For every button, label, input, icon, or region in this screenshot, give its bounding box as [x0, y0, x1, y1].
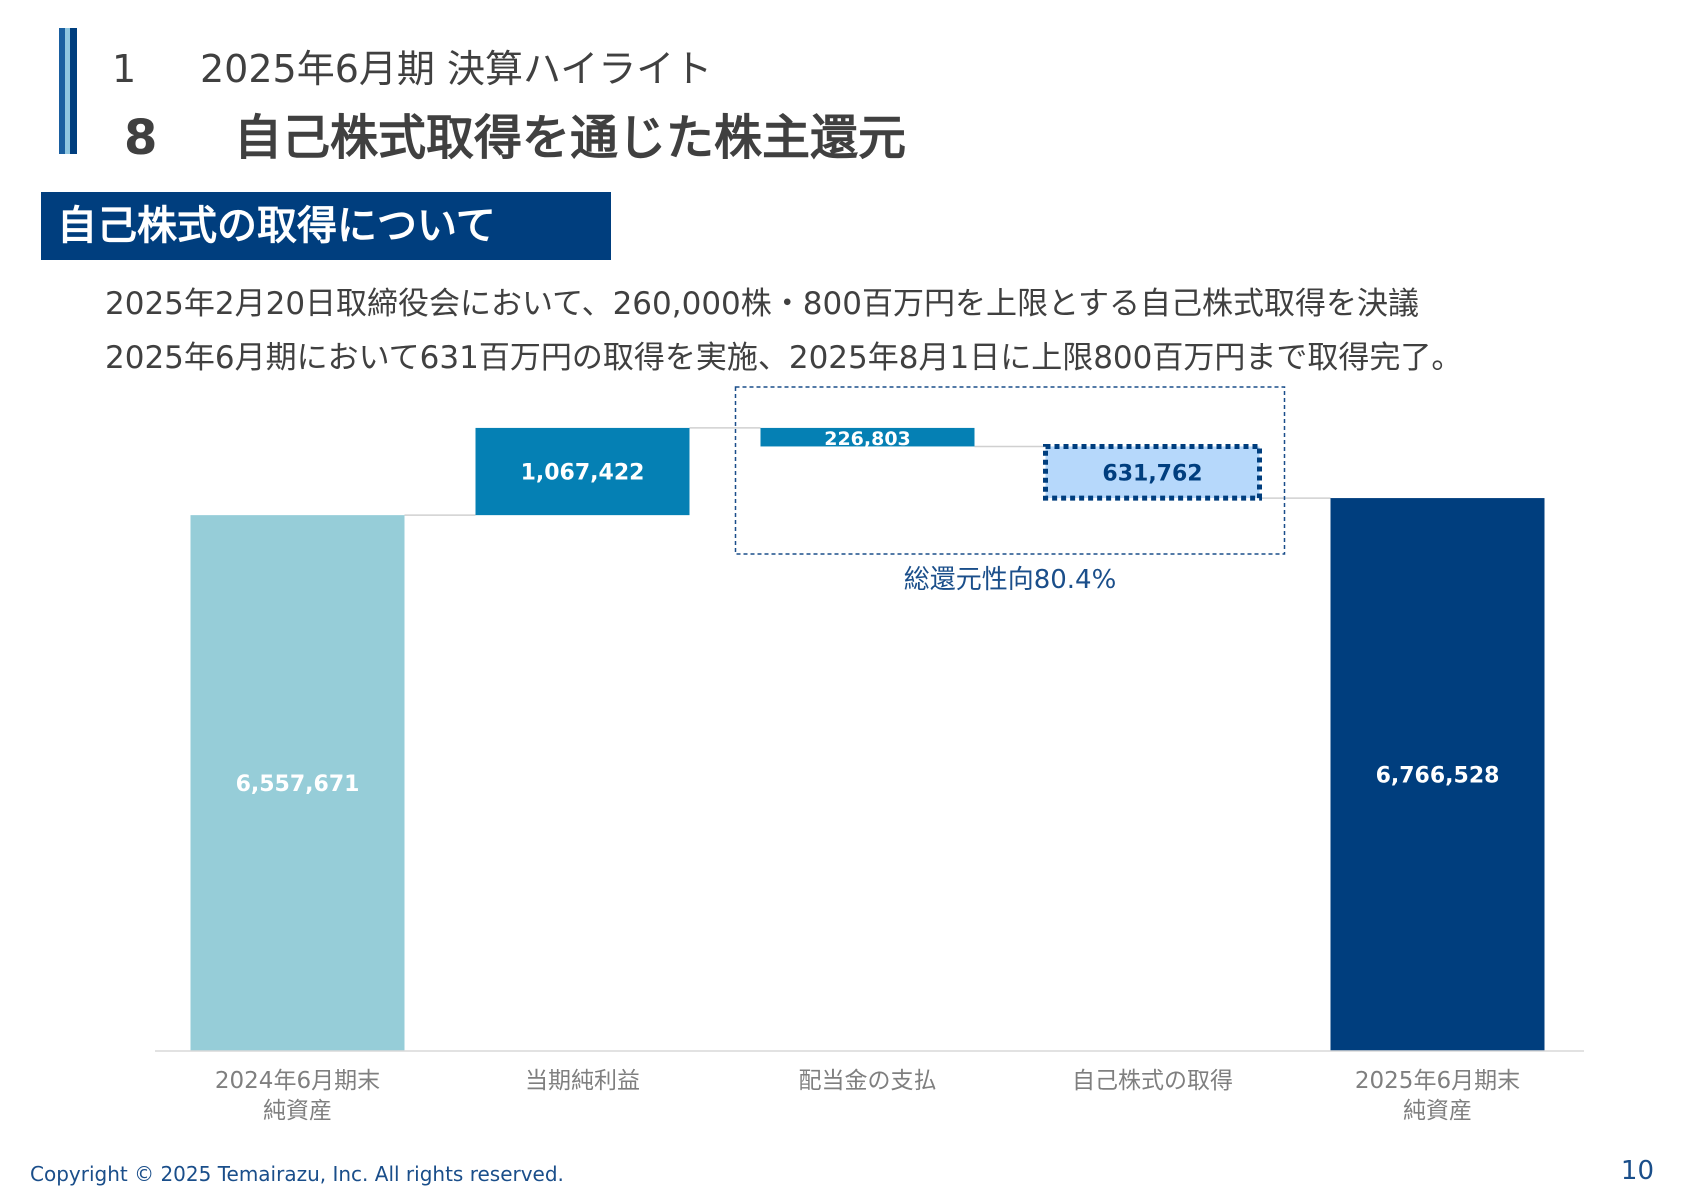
- section-number: 1: [112, 47, 137, 91]
- category-label: 当期純利益: [525, 1068, 640, 1094]
- subsection-title: 自己株式取得を通じた株主還元: [234, 110, 907, 166]
- page-number: 10: [1620, 1156, 1654, 1186]
- category-label: 2024年6月期末純資産: [215, 1068, 380, 1124]
- category-label: 自己株式の取得: [1072, 1068, 1233, 1094]
- payout-ratio-box: [734, 386, 1286, 555]
- bar-2: [760, 427, 975, 447]
- header-accent-bar: [59, 28, 65, 154]
- bar-4: [1330, 498, 1545, 1051]
- copyright-text: Copyright © 2025 Temairazu, Inc. All rig…: [30, 1162, 564, 1186]
- chart-category-labels: 2024年6月期末純資産 当期純利益 配当金の支払 自己株式の取得 2025年6月期末純…: [215, 1068, 1520, 1124]
- bar-value-label: 631,762: [1102, 461, 1202, 486]
- section-title: 2025年6月期 決算ハイライト: [200, 47, 713, 91]
- bar-1: [475, 427, 690, 516]
- category-label: 配当金の支払: [799, 1068, 937, 1094]
- page-title: 8 自己株式取得を通じた株主還元: [124, 98, 906, 168]
- header-accent-bar: [65, 28, 70, 154]
- bar-value-label: 226,803: [824, 428, 911, 450]
- bar-value-label: 6,557,671: [236, 772, 360, 797]
- description-line-2: 2025年6月期において631百万円の取得を実施、2025年8月1日に上限800…: [105, 340, 1463, 376]
- chart-bars: [190, 427, 1545, 1051]
- chart-connectors: [404, 427, 1331, 516]
- bar-0: [190, 515, 405, 1051]
- section-heading: 1 2025年6月期 決算ハイライト: [112, 38, 712, 93]
- chart-value-labels: 6,557,671 1,067,422 226,803 631,762 6,766,52…: [236, 428, 1500, 797]
- bar-3: [1043, 443, 1262, 501]
- bar-value-label: 1,067,422: [521, 461, 645, 486]
- category-label: 2025年6月期末純資産: [1355, 1068, 1520, 1124]
- header-accent-bar: [70, 28, 77, 154]
- subsection-number: 8: [124, 110, 158, 166]
- description-line-1: 2025年2月20日取締役会において、260,000株・800百万円を上限とする…: [105, 286, 1420, 322]
- payout-ratio-label: 総還元性向80.4%: [904, 565, 1117, 595]
- section-banner: 自己株式の取得について: [41, 192, 611, 260]
- bar-value-label: 6,766,528: [1376, 764, 1500, 789]
